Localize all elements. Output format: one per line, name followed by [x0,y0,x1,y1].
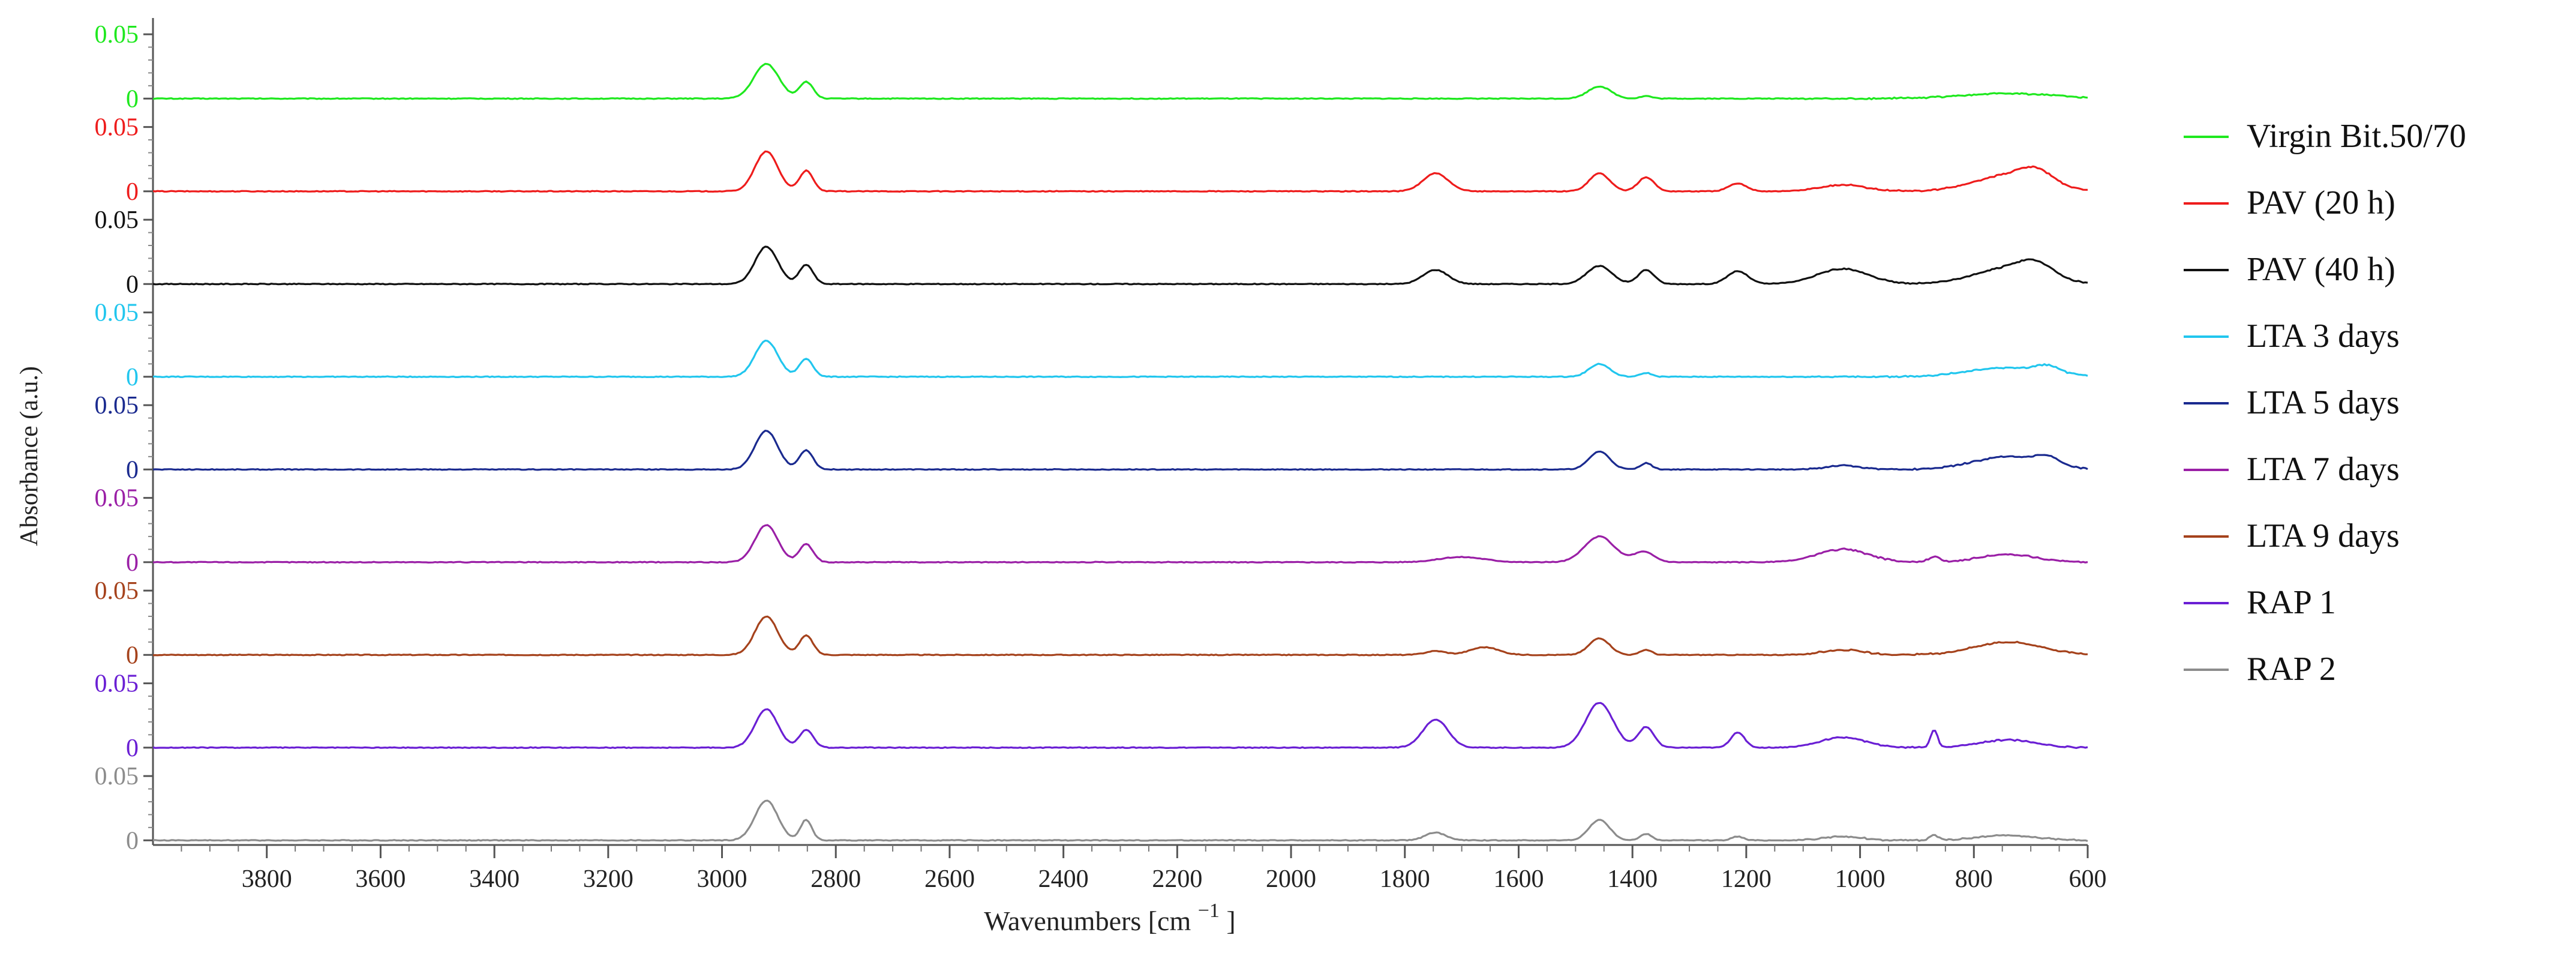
y-axis-label: Absorbance (a.u.) [16,366,43,546]
x-axis-label: Wavenumbers [cm −1 ] [984,892,1236,936]
x-tick-label: 800 [1955,865,1993,893]
x-tick-label: 1200 [1721,865,1772,893]
legend-label: RAP 1 [2247,584,2336,621]
x-tick-label: 3000 [697,865,747,893]
series-line-2 [152,150,2088,193]
x-tick-label: 1000 [1835,865,1886,893]
series-line-7 [152,615,2088,657]
x-tick-label: 2600 [924,865,975,893]
y-tick-label: 0.05 [95,206,139,234]
y-tick-label: 0 [126,85,139,113]
x-tick-label: 1600 [1493,865,1544,893]
legend-label: PAV (40 h) [2247,251,2395,288]
y-tick-label: 0 [126,271,139,298]
legend-label: LTA 5 days [2247,384,2400,421]
y-tick-label: 0.05 [95,485,139,513]
x-tick-label: 2400 [1038,865,1089,893]
series-line-1 [152,62,2088,101]
legend-label: LTA 3 days [2247,317,2400,355]
y-tick-label: 0 [126,549,139,577]
series-line-4 [152,340,2088,379]
x-tick-label: 2200 [1152,865,1202,893]
x-tick-label: 3400 [469,865,520,893]
x-tick-label: 600 [2069,865,2107,893]
x-tick-label: 3200 [583,865,634,893]
x-axis-label-close: ] [1226,906,1235,936]
series-line-3 [152,245,2088,286]
x-axis-label-superscript: −1 [1198,900,1220,922]
series-line-8 [152,702,2088,749]
y-tick-label: 0.05 [95,21,139,49]
x-tick-label: 2800 [810,865,861,893]
y-tick-label: 0 [126,456,139,484]
x-tick-label: 3800 [242,865,292,893]
y-tick-label: 0.05 [95,114,139,142]
series-line-6 [152,524,2088,564]
legend-label: RAP 2 [2247,651,2336,688]
y-tick-label: 0 [126,642,139,669]
y-tick-label: 0 [126,178,139,206]
y-tick-label: 0 [126,364,139,391]
y-tick-label: 0.05 [95,392,139,419]
x-tick-label: 3600 [355,865,406,893]
y-tick-label: 0.05 [95,299,139,327]
y-tick-label: 0.05 [95,670,139,698]
legend-label: PAV (20 h) [2247,184,2395,221]
y-tick-label: 0 [126,827,139,855]
legend-label: LTA 7 days [2247,451,2400,488]
y-tick-label: 0.05 [95,577,139,605]
x-tick-label: 2000 [1266,865,1316,893]
y-tick-label: 0 [126,735,139,762]
x-tick-label: 1400 [1607,865,1658,893]
x-axis-label-main: Wavenumbers [cm [984,906,1191,936]
y-tick-label: 0.05 [95,763,139,790]
legend-label: LTA 9 days [2247,517,2400,555]
series-line-5 [152,430,2088,471]
legend-label: Virgin Bit.50/70 [2247,118,2466,155]
series-line-9 [152,799,2088,843]
x-tick-label: 1800 [1380,865,1430,893]
